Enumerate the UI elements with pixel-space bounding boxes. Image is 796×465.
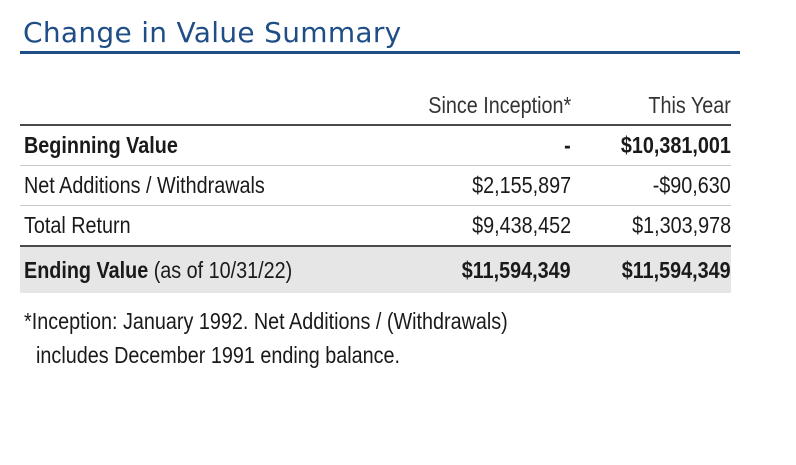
title-underline — [20, 51, 740, 54]
table-row-net-additions: Net Additions / Withdrawals $2,155,897 -… — [20, 166, 731, 206]
ending-value-since-inception: $11,594,349 — [462, 256, 571, 283]
header-this-year-text: This Year — [648, 91, 731, 118]
beginning-value-label: Beginning Value — [24, 132, 178, 158]
net-additions-this-year: -$90,630 — [652, 172, 731, 198]
header-since-inception: Since Inception* — [371, 92, 571, 119]
total-return-since-inception: $9,438,452 — [471, 212, 571, 238]
table-header-row: Since Inception* This Year — [20, 86, 731, 126]
net-additions-label: Net Additions / Withdrawals — [24, 172, 265, 198]
row-this-year: $1,303,978 — [571, 212, 731, 239]
row-since-inception: - — [371, 132, 571, 159]
header-this-year: This Year — [571, 92, 731, 119]
row-this-year: $10,381,001 — [571, 132, 731, 159]
table-row-beginning-value: Beginning Value - $10,381,001 — [20, 126, 731, 166]
row-since-inception: $9,438,452 — [371, 212, 571, 239]
ending-value-label: Ending Value — [24, 256, 149, 283]
row-label: Beginning Value — [20, 132, 371, 159]
footnote-line-1: *Inception: January 1992. Net Additions … — [24, 308, 508, 334]
beginning-value-this-year: $10,381,001 — [621, 132, 731, 158]
total-return-label: Total Return — [24, 212, 131, 238]
row-since-inception: $2,155,897 — [371, 172, 571, 199]
row-this-year: -$90,630 — [571, 172, 731, 199]
table-row-ending-value: Ending Value (as of 10/31/22) $11,594,34… — [20, 247, 731, 293]
net-additions-since-inception: $2,155,897 — [471, 172, 571, 198]
row-this-year: $11,594,349 — [571, 257, 731, 284]
ending-value-date-note: (as of 10/31/22) — [148, 256, 293, 283]
ending-value-label-group: Ending Value (as of 10/31/22) — [24, 257, 292, 284]
beginning-value-since-inception: - — [564, 132, 571, 158]
row-label: Net Additions / Withdrawals — [20, 172, 371, 199]
header-since-inception-text: Since Inception* — [428, 91, 571, 118]
row-label: Ending Value (as of 10/31/22) — [20, 257, 371, 284]
change-in-value-table: Since Inception* This Year Beginning Val… — [20, 86, 731, 293]
ending-value-this-year: $11,594,349 — [622, 256, 731, 283]
footnote-line-2: includes December 1991 ending balance. — [36, 342, 401, 368]
table-row-total-return: Total Return $9,438,452 $1,303,978 — [20, 206, 731, 247]
total-return-this-year: $1,303,978 — [631, 212, 731, 238]
page-title: Change in Value Summary — [23, 16, 402, 49]
footnote: *Inception: January 1992. Net Additions … — [24, 304, 508, 372]
row-label: Total Return — [20, 212, 371, 239]
row-since-inception: $11,594,349 — [371, 257, 571, 284]
